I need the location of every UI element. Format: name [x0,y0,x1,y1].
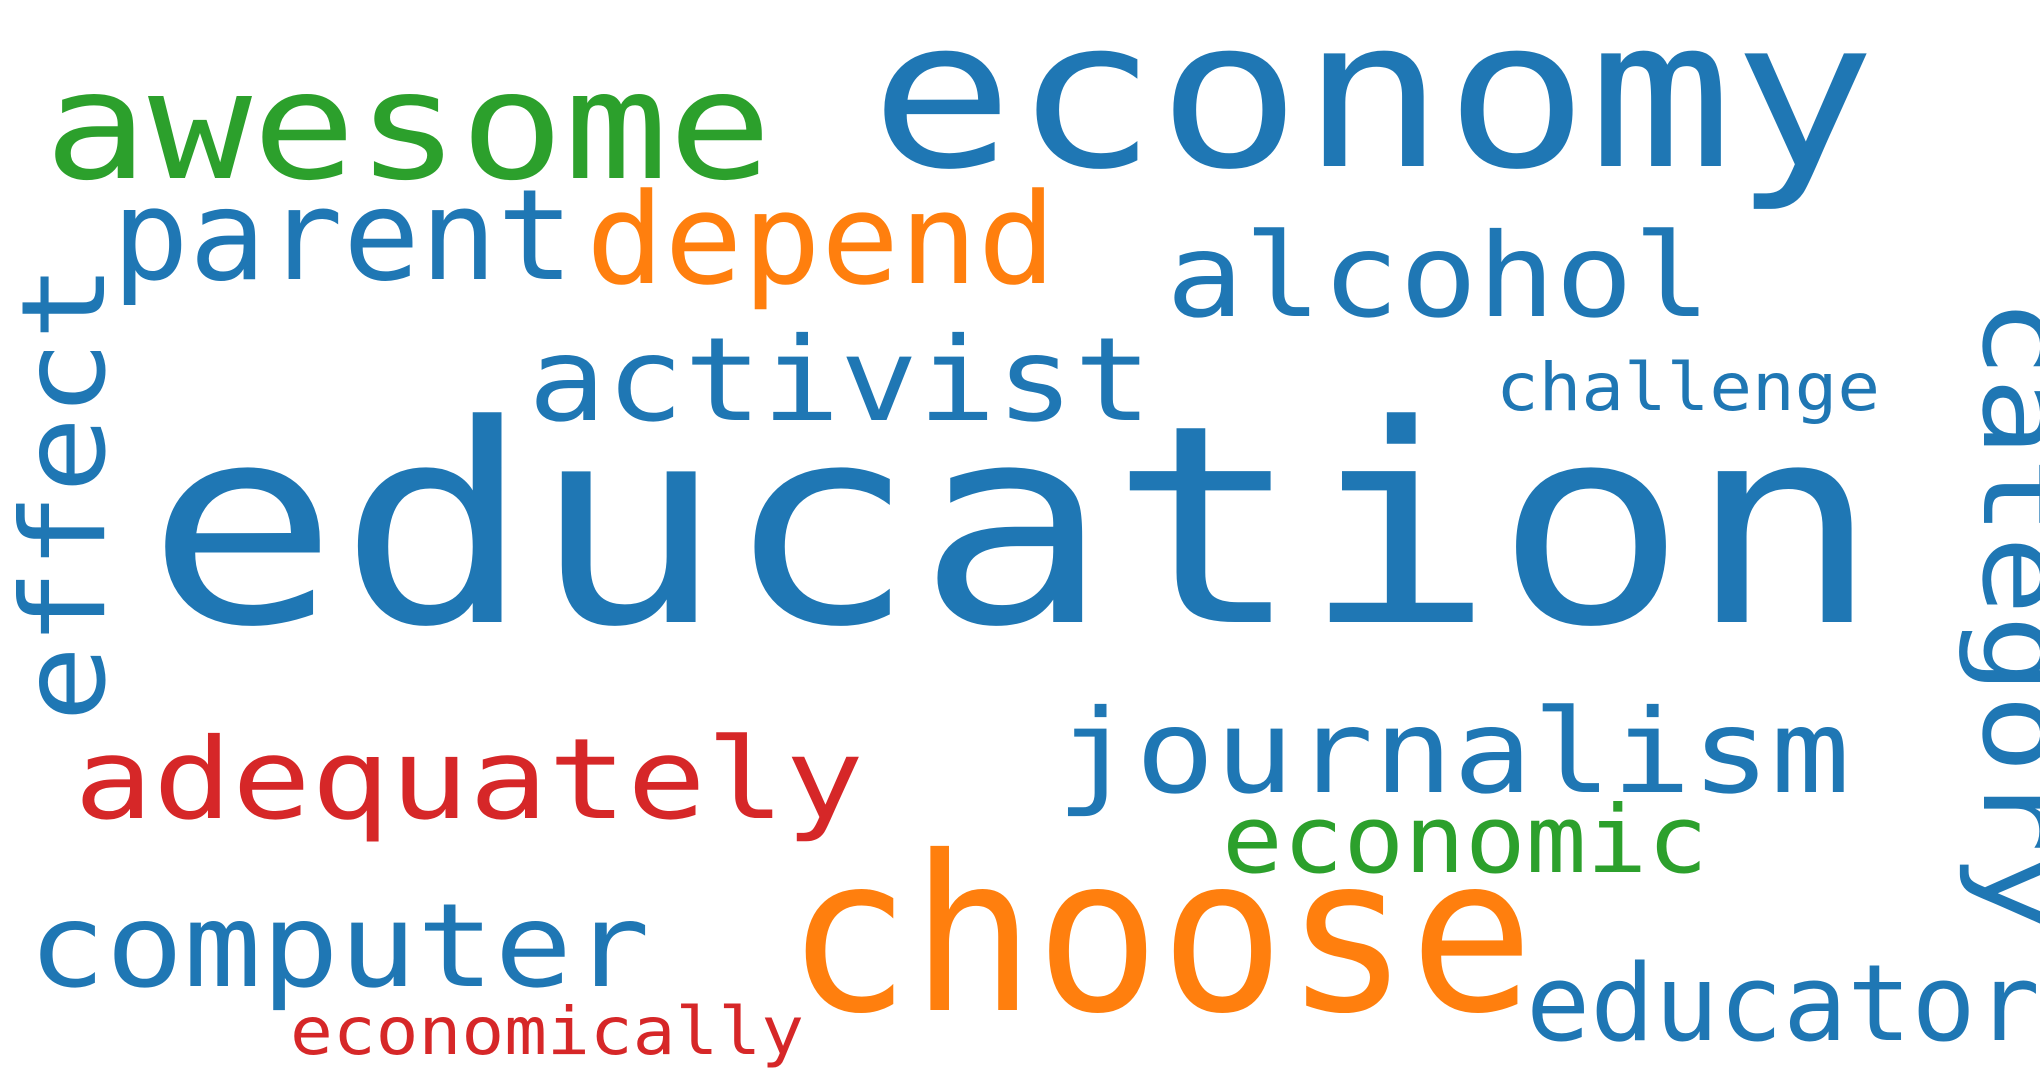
word-economy: economy [870,0,1876,215]
word-category: category [1956,298,2040,932]
word-educator: educator [1526,942,2040,1065]
word-adequately: adequately [74,715,864,845]
word-activist: activist [528,313,1152,448]
word-awesome: awesome [44,40,772,214]
word-computer: computer [28,879,650,1014]
word-parent: parent [112,162,574,309]
word-alcohol: alcohol [1166,209,1711,344]
word-effect: effect [0,264,132,722]
word-economic: economic [1222,786,1708,895]
word-economically: economically [290,993,804,1070]
word-depend: depend [586,166,1056,313]
word-education: education [146,367,1880,688]
word-journalism: journalism [1056,685,1850,820]
word-challenge: challenge [1496,349,1880,426]
word-choose: choose [786,810,1534,1061]
